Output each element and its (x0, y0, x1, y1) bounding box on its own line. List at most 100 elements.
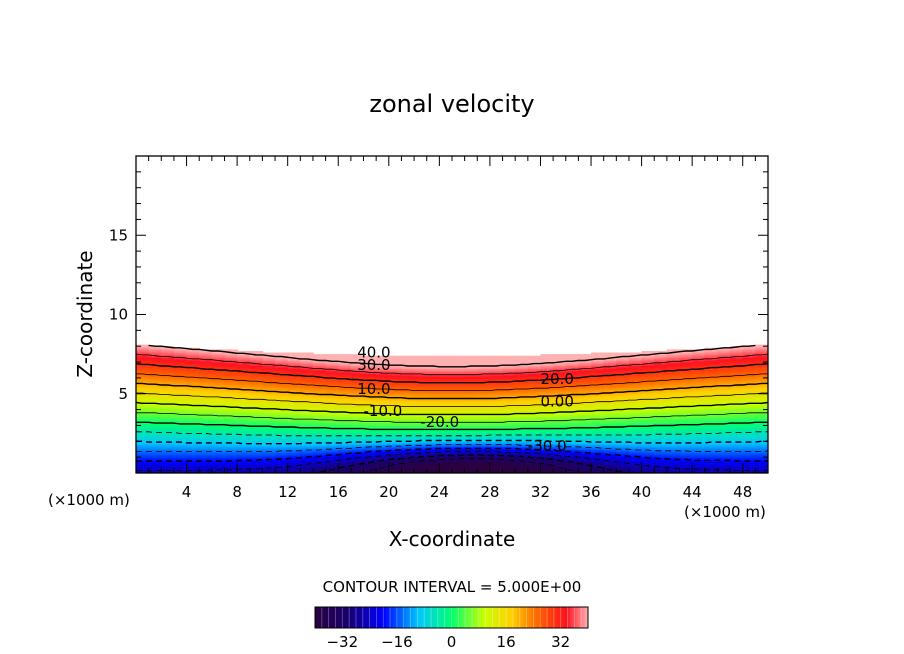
field-cell (704, 393, 719, 397)
field-cell (186, 409, 200, 412)
field-cell (199, 430, 213, 433)
field-cell (730, 423, 744, 427)
field-cell (376, 360, 390, 363)
field-cell (148, 387, 163, 390)
field-cell (477, 452, 491, 455)
field-cell (287, 441, 302, 444)
field-cell (553, 465, 567, 468)
field-cell (325, 469, 340, 473)
field-cell (275, 365, 289, 368)
field-cell (654, 444, 668, 447)
field-cell (173, 360, 188, 363)
field-cell (439, 442, 453, 446)
field-cell (312, 420, 327, 424)
field-cell (641, 428, 656, 431)
field-cell (186, 381, 200, 384)
field-cell (730, 461, 744, 465)
field-cell (730, 368, 744, 371)
field-cell (186, 419, 200, 422)
field-cell (489, 453, 504, 457)
field-cell (755, 406, 768, 409)
field-cell (173, 419, 188, 422)
field-cell (755, 465, 768, 468)
field-cell (565, 449, 580, 452)
field-cell (186, 390, 200, 393)
field-cell (211, 365, 226, 368)
field-cell (388, 398, 403, 401)
field-cell (666, 385, 681, 389)
field-cell (300, 401, 314, 405)
field-cell (489, 466, 504, 470)
field-cell (603, 404, 618, 408)
field-cell (312, 433, 327, 436)
field-cell (730, 433, 744, 436)
field-cell (540, 390, 554, 393)
field-cell (717, 377, 731, 381)
field-cell (414, 417, 428, 420)
field-cell (717, 396, 731, 400)
field-cell (692, 403, 706, 406)
field-cell (628, 396, 643, 400)
field-cell (717, 409, 731, 412)
field-cell (692, 389, 706, 392)
field-cell (464, 395, 479, 398)
field-cell (730, 408, 744, 411)
field-cell (287, 449, 302, 452)
field-cell (287, 465, 302, 468)
field-cell (173, 420, 188, 424)
field-cell (578, 422, 592, 425)
field-cell (603, 438, 618, 441)
field-cell (338, 434, 352, 438)
field-cell (287, 390, 302, 393)
field-cell (414, 382, 428, 386)
field-cell (439, 371, 453, 374)
field-cell (401, 460, 415, 463)
field-cell (603, 373, 618, 376)
field-cell (325, 398, 340, 401)
field-cell (300, 452, 314, 455)
field-cell (401, 395, 415, 398)
field-cell (148, 441, 163, 444)
field-cell (628, 387, 643, 390)
field-cell (136, 453, 150, 457)
field-cell (338, 355, 352, 359)
field-cell (186, 377, 200, 381)
field-cell (148, 415, 163, 419)
field-cell (300, 423, 314, 427)
field-cell (148, 438, 163, 441)
field-cell (401, 455, 415, 458)
field-cell (439, 390, 453, 393)
field-cell (426, 441, 441, 444)
field-cell (262, 471, 276, 473)
field-cell (325, 408, 340, 411)
field-cell (312, 411, 327, 414)
field-cell (704, 369, 719, 373)
field-cell (363, 396, 377, 400)
field-cell (136, 347, 150, 351)
field-cell (161, 401, 175, 405)
field-cell (199, 436, 213, 439)
field-cell (515, 422, 529, 425)
field-cell (338, 400, 352, 403)
field-cell (515, 457, 529, 460)
field-cell (704, 434, 719, 438)
field-cell (439, 417, 453, 420)
field-cell (401, 371, 415, 374)
field-cell (717, 469, 731, 473)
field-cell (262, 433, 276, 436)
field-cell (704, 436, 719, 439)
field-cell (515, 373, 529, 376)
field-cell (489, 414, 504, 417)
field-cell (237, 354, 251, 357)
field-cell (654, 434, 668, 438)
field-cell (591, 384, 605, 387)
field-cell (161, 444, 175, 447)
field-cell (565, 447, 580, 451)
field-cell (262, 465, 276, 468)
field-cell (237, 404, 251, 408)
field-cell (287, 385, 302, 389)
field-cell (376, 446, 390, 449)
field-cell (173, 463, 188, 466)
field-cell (742, 444, 757, 447)
field-cell (628, 357, 643, 360)
